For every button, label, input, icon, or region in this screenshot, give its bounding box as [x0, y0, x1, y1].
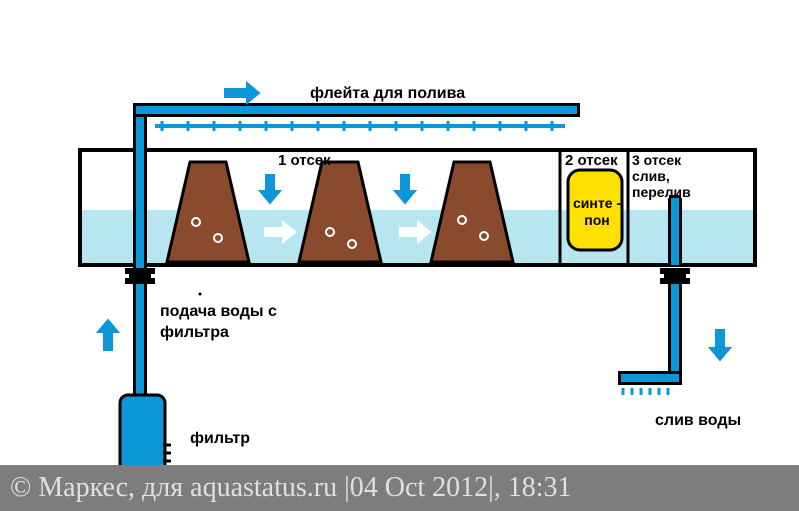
label-supply: подача воды с фильтра [160, 302, 277, 344]
label-flute: флейта для полива [310, 85, 465, 103]
label-syntepon: синте - пон [573, 195, 621, 229]
footer-watermark: © Маркес, для aquastatus.ru |04 Oct 2012… [0, 465, 799, 511]
label-section2: 2 отсек [565, 152, 618, 169]
label-drain: слив воды [655, 412, 741, 430]
aquarium-filter-diagram [0, 0, 799, 511]
label-filter: фильтр [190, 430, 250, 448]
label-section1: 1 отсек [278, 152, 331, 169]
label-section3: 3 отсек слив, перелив [632, 152, 691, 200]
